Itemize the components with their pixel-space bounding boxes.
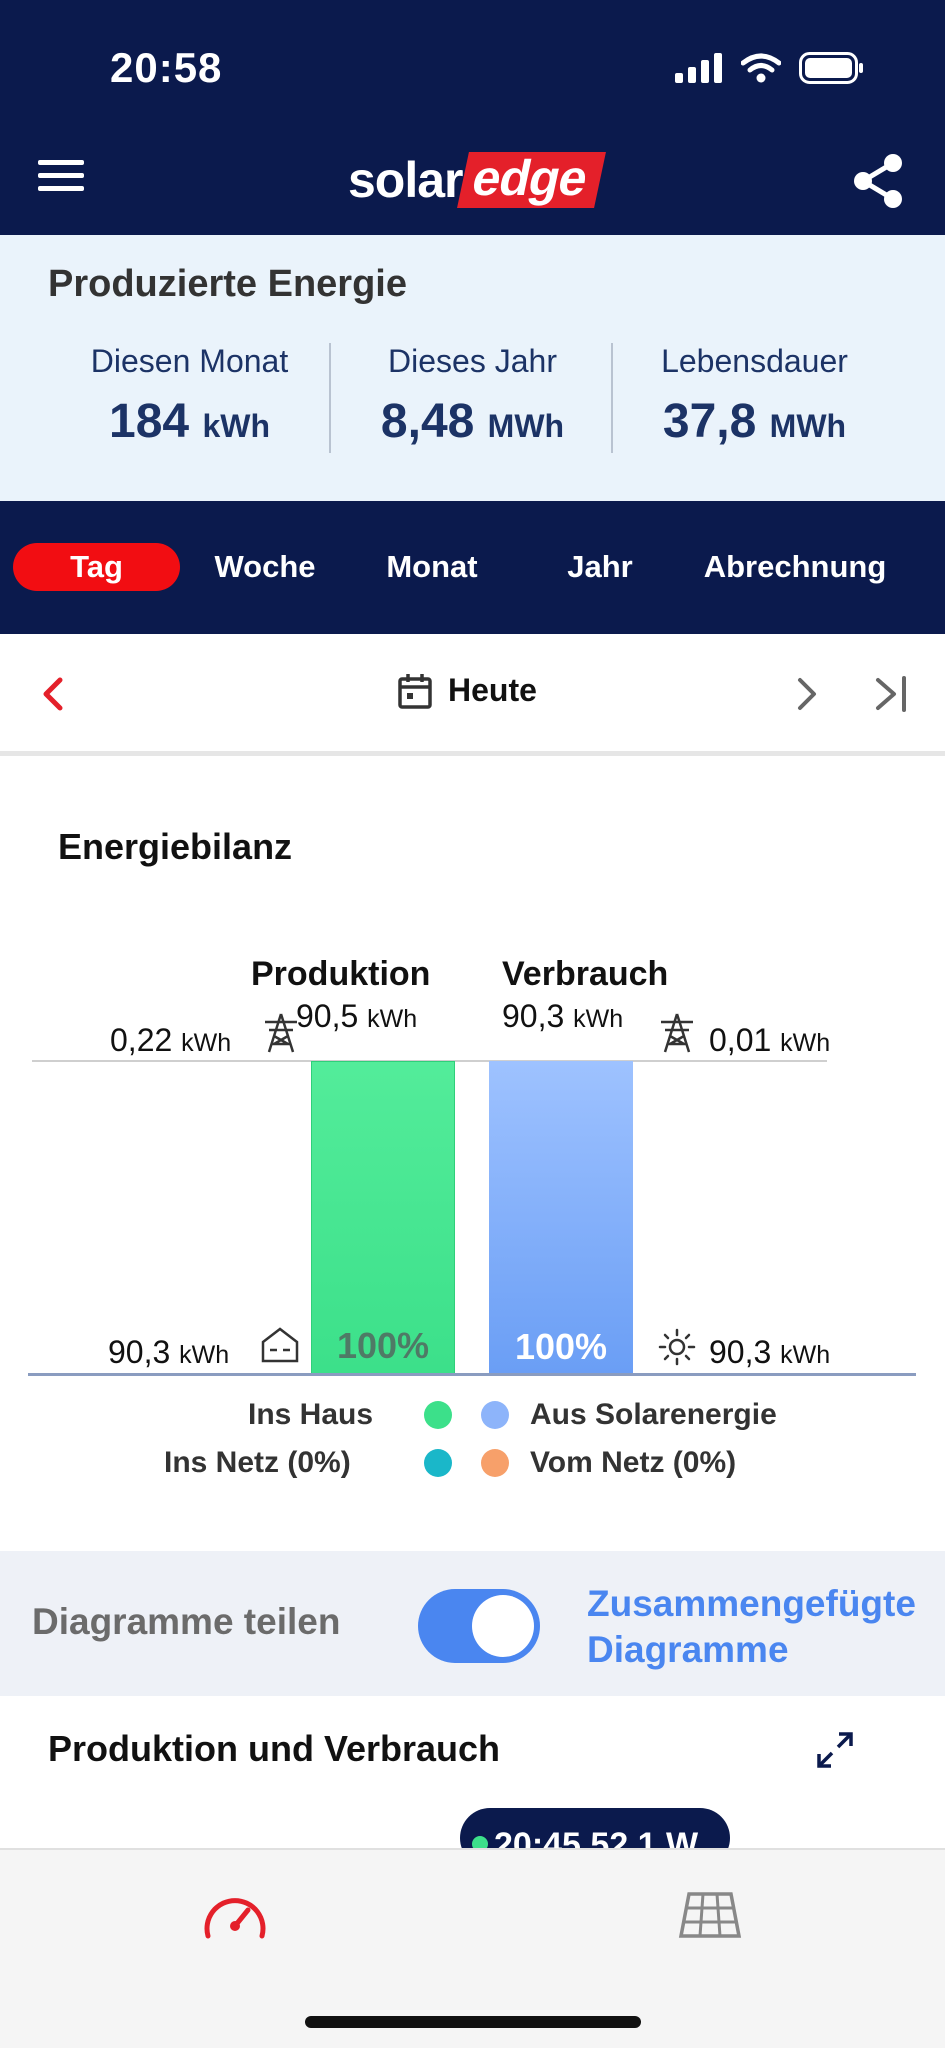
divider — [329, 343, 331, 453]
production-value: 90,5 kWh — [296, 998, 418, 1034]
divider — [611, 343, 613, 453]
nav-layout-button[interactable] — [675, 1886, 745, 1946]
logo-text-solar: solar — [348, 152, 464, 208]
bottom-navigation — [0, 1848, 945, 2048]
tab-woche[interactable]: Woche — [214, 549, 316, 584]
tab-monat[interactable]: Monat — [386, 549, 478, 584]
sun-icon — [658, 1328, 696, 1366]
tab-abrechnung[interactable]: Abrechnung — [703, 549, 887, 584]
next-day-button[interactable] — [790, 672, 822, 716]
date-label: Heute — [448, 672, 537, 708]
stat-label: Lebensdauer — [661, 343, 848, 379]
calendar-icon — [398, 673, 432, 709]
production-consumption-title: Produktion und Verbrauch — [48, 1728, 501, 1769]
chevron-left-icon — [43, 677, 63, 711]
tab-tag[interactable]: Tag — [13, 543, 180, 591]
chevron-right-icon — [798, 678, 816, 710]
consumption-percent: 100% — [514, 1326, 608, 1367]
chart-mode-toggle[interactable] — [418, 1589, 540, 1663]
energy-balance-title: Energiebilanz — [58, 826, 293, 867]
menu-icon — [38, 160, 84, 165]
speedometer-icon — [204, 1898, 266, 1939]
legend-teal-dot — [424, 1449, 452, 1477]
tab-jahr[interactable]: Jahr — [567, 549, 633, 584]
chart-mode-toggle-area: Diagramme teilen Zusammengefügte Diagram… — [0, 1551, 945, 1696]
production-bar: 100% — [311, 1061, 455, 1374]
legend-vom-netz-label: Vom Netz (0%) — [530, 1446, 737, 1479]
skip-to-end-icon — [876, 676, 906, 712]
stat-lifetime: Lebensdauer 37,8 MWh — [613, 343, 896, 449]
combined-charts-label: Zusammengefügte Diagramme — [587, 1583, 916, 1670]
stat-this-month: Diesen Monat 184 kWh — [48, 343, 331, 449]
from-solar-value: 90,3 kWh — [709, 1334, 831, 1370]
cellular-signal-icon — [675, 53, 722, 83]
toggle-knob — [472, 1595, 534, 1657]
consumption-bar: 100% — [489, 1061, 633, 1374]
date-navigation: Heute — [0, 634, 945, 756]
home-indicator — [305, 2016, 641, 2028]
power-pylon-icon — [661, 1013, 693, 1053]
menu-button[interactable] — [38, 160, 84, 200]
consumption-value: 90,3 kWh — [502, 998, 624, 1034]
stat-this-year: Dieses Jahr 8,48 MWh — [331, 343, 614, 449]
stat-label: Diesen Monat — [90, 343, 289, 379]
house-icon — [261, 1327, 299, 1363]
share-icon — [854, 154, 902, 208]
logo-text-edge: edge — [456, 150, 606, 208]
production-percent: 100% — [336, 1325, 430, 1366]
summary-title: Produzierte Energie — [48, 263, 407, 305]
legend-ins-netz-label: Ins Netz (0%) — [164, 1446, 351, 1479]
solar-panel-icon — [678, 1892, 742, 1938]
expand-icon — [817, 1732, 853, 1768]
energy-summary: Produzierte Energie Diesen Monat 184 kWh… — [0, 235, 945, 501]
period-tabs: Tag Woche Monat Jahr Abrechnung — [0, 501, 945, 634]
from-grid-value: 0,01 kWh — [709, 1022, 831, 1058]
legend-blue-dot — [481, 1401, 509, 1429]
status-bar: 20:58 — [0, 0, 945, 130]
stat-label: Dieses Jahr — [388, 343, 557, 379]
jump-to-latest-button[interactable] — [872, 672, 912, 716]
consumption-title: Verbrauch — [502, 955, 669, 993]
split-charts-label: Diagramme teilen — [32, 1601, 341, 1642]
stat-value: 8,48 MWh — [380, 395, 565, 448]
wifi-icon — [741, 53, 781, 83]
legend-orange-dot — [481, 1449, 509, 1477]
stat-value: 37,8 MWh — [662, 395, 847, 448]
to-home-value: 90,3 kWh — [108, 1334, 230, 1370]
legend-ins-haus-label: Ins Haus — [248, 1398, 374, 1431]
battery-icon — [799, 52, 863, 84]
legend-aus-solarenergie-label: Aus Solarenergie — [530, 1398, 777, 1431]
date-picker[interactable]: Heute — [398, 672, 537, 709]
expand-chart-button[interactable] — [815, 1730, 855, 1770]
solaredge-logo: solar edge — [348, 150, 606, 210]
share-button[interactable] — [851, 152, 905, 210]
legend-green-dot — [424, 1401, 452, 1429]
stat-value: 184 kWh — [109, 395, 270, 448]
nav-dashboard-button[interactable] — [200, 1886, 270, 1946]
app-header: solar edge — [0, 130, 945, 235]
production-title: Produktion — [251, 955, 431, 993]
status-time: 20:58 — [110, 44, 223, 91]
chart-baseline — [28, 1373, 916, 1376]
previous-day-button[interactable] — [38, 672, 70, 716]
to-grid-value: 0,22 kWh — [110, 1022, 232, 1058]
power-pylon-icon — [265, 1013, 297, 1053]
status-icons — [675, 52, 865, 84]
